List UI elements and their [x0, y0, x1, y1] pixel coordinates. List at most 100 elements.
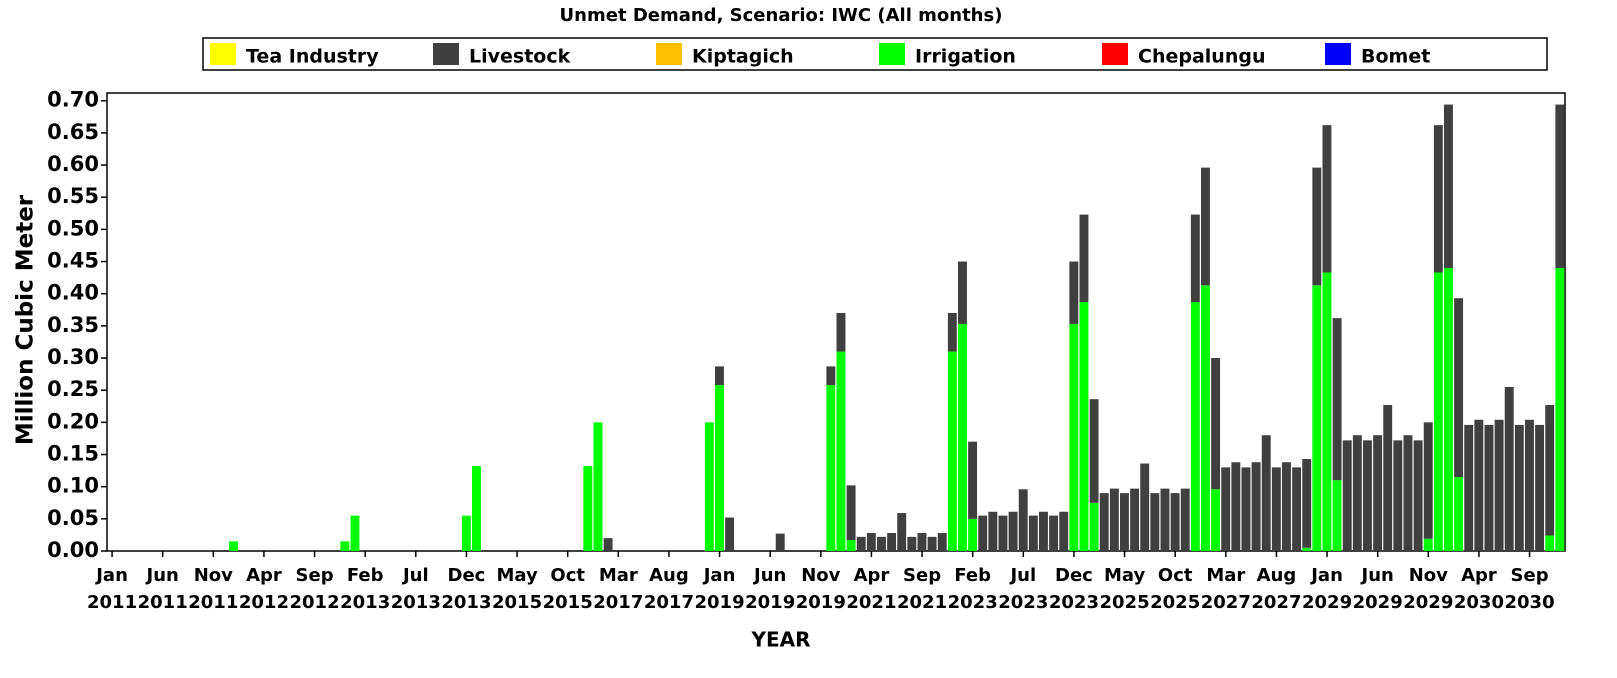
bar-segment	[1160, 488, 1170, 551]
bar-segment	[866, 532, 876, 551]
x-tick-label: Jun 2029	[1353, 565, 1403, 613]
bar-segment	[1423, 422, 1433, 539]
x-tick-label: Aug 2027	[1251, 565, 1301, 613]
y-tick-label: 0.35	[47, 313, 99, 337]
bar-segment	[1352, 435, 1362, 551]
bar-segment	[1292, 467, 1302, 551]
bar-segment	[1383, 404, 1393, 551]
x-tick-label: Oct 2015	[543, 565, 593, 613]
x-tick-label: Jan 2029	[1302, 565, 1352, 613]
bar-segment	[472, 466, 481, 551]
bar-segment	[968, 518, 978, 551]
bar-segment	[1018, 489, 1028, 551]
y-tick-label: 0.45	[47, 249, 99, 273]
x-tick-label: Apr 2021	[846, 565, 896, 613]
legend-label: Irrigation	[915, 46, 1016, 68]
bar-segment	[1393, 440, 1403, 551]
y-tick-label: 0.05	[47, 506, 99, 530]
legend-box	[202, 37, 1548, 71]
bar-segment	[887, 532, 897, 551]
bar-segment	[1201, 167, 1210, 286]
bar-segment	[1332, 318, 1342, 481]
bar-segment	[897, 513, 907, 551]
bar-segment	[1322, 272, 1332, 551]
legend-swatch	[879, 43, 905, 65]
bar-segment	[947, 351, 957, 551]
x-tick-label: Feb 2023	[948, 565, 998, 613]
bar-segment	[877, 536, 886, 551]
bar-segment	[1433, 272, 1443, 551]
bar-segment	[978, 515, 988, 551]
bar-segment	[826, 366, 836, 386]
bar-segment	[998, 515, 1008, 551]
bar-segment	[1363, 440, 1372, 551]
bar-segment	[947, 312, 957, 352]
x-tick-label: Apr 2030	[1454, 565, 1504, 613]
y-tick-label: 0.65	[47, 120, 99, 144]
bar-segment	[1079, 214, 1089, 303]
x-tick-label: Sep 2030	[1505, 565, 1555, 613]
x-tick-label: Sep 2012	[290, 565, 340, 613]
y-tick-label: 0.25	[47, 377, 99, 401]
bar-segment	[988, 511, 998, 551]
y-tick-label: 0.15	[47, 442, 99, 466]
x-tick-label: Jun 2019	[745, 565, 795, 613]
bar-segment	[1464, 424, 1474, 551]
bar-segment	[1231, 462, 1241, 551]
y-tick-label: 0.00	[47, 538, 99, 562]
bar-segment	[1069, 323, 1079, 551]
bar-segment	[836, 312, 846, 352]
bar-segment	[1403, 435, 1413, 551]
y-tick-label: 0.20	[47, 409, 99, 433]
x-tick-label: May 2025	[1100, 565, 1150, 613]
bar-segment	[1302, 547, 1312, 551]
x-tick-label: Jul 2013	[391, 565, 441, 613]
bar-segment	[1150, 493, 1160, 551]
y-tick-label: 0.40	[47, 281, 99, 305]
bar-segment	[1140, 463, 1150, 551]
bar-segment	[1190, 302, 1200, 551]
bar-segment	[1444, 267, 1453, 551]
bar-segment	[1322, 125, 1332, 273]
bar-segment	[1059, 511, 1069, 551]
x-tick-label: Mar 2017	[593, 565, 643, 613]
bar-segment	[1261, 435, 1271, 551]
bar-segment	[1180, 488, 1190, 551]
x-tick-label: Nov 2019	[796, 565, 846, 613]
bar-segment	[1423, 538, 1433, 551]
bar-segment	[1454, 477, 1464, 551]
x-tick-label: Jun 2011	[138, 565, 188, 613]
bar-segment	[836, 351, 846, 551]
bar-segment	[1028, 515, 1038, 551]
y-tick-label: 0.55	[47, 184, 99, 208]
y-tick-label: 0.60	[47, 152, 99, 176]
y-tick-label: 0.10	[47, 474, 99, 498]
bar-segment	[1454, 298, 1464, 478]
bar-segment	[1039, 511, 1048, 551]
legend-swatch	[1325, 43, 1351, 65]
bar-segment	[1373, 435, 1383, 551]
x-tick-label: Jul 2023	[998, 565, 1048, 613]
bar-segment	[461, 515, 471, 551]
bar-segment	[1089, 399, 1099, 503]
x-axis-title: YEAR	[750, 628, 810, 652]
bar-segment	[958, 261, 967, 324]
bar-segment	[350, 515, 360, 551]
bar-segment	[229, 541, 238, 551]
x-tick-label: Nov 2029	[1403, 565, 1453, 613]
plot-frame	[106, 92, 1566, 552]
bar-segment	[1271, 467, 1281, 551]
bar-segment	[1079, 302, 1089, 551]
x-tick-label: Dec 2013	[441, 565, 491, 613]
bar-segment	[1251, 462, 1261, 551]
bar-segment	[1049, 515, 1059, 551]
x-tick-label: May 2015	[492, 565, 542, 613]
legend-label: Livestock	[469, 46, 571, 68]
bar-segment	[1433, 125, 1443, 273]
bar-segment	[340, 541, 350, 551]
legend-swatch	[1102, 43, 1128, 65]
legend-label: Kiptagich	[692, 46, 794, 68]
x-tick-label: Dec 2023	[1049, 565, 1099, 613]
x-tick-label: Apr 2012	[239, 565, 289, 613]
